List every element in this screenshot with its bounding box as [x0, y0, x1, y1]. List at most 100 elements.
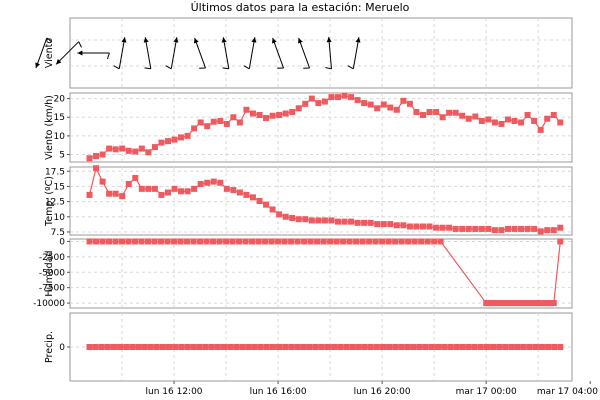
data-point [245, 344, 252, 350]
wind-arrow [193, 37, 206, 69]
data-point [465, 115, 472, 122]
wind-arrow [35, 37, 53, 69]
data-point [557, 238, 564, 245]
data-point [227, 344, 234, 350]
data-point [249, 110, 256, 117]
data-point [276, 211, 283, 218]
data-point [282, 213, 289, 220]
data-point [98, 344, 105, 350]
data-point [398, 238, 405, 245]
data-point [230, 187, 237, 194]
data-point [92, 344, 99, 350]
data-point [508, 344, 515, 350]
data-point [349, 344, 356, 350]
data-point [465, 344, 472, 350]
data-point [276, 344, 283, 350]
data-point [171, 185, 178, 192]
data-point [334, 218, 341, 225]
data-point [485, 225, 492, 232]
data-point [256, 112, 263, 119]
data-point [324, 344, 331, 350]
data-point [171, 136, 178, 143]
data-point [138, 185, 145, 192]
data-point [372, 238, 379, 245]
data-point [534, 300, 541, 307]
data-point [318, 344, 325, 350]
data-point [439, 224, 446, 231]
panel-frame [69, 17, 573, 89]
data-point [544, 227, 551, 234]
data-point [374, 221, 381, 228]
data-point [307, 238, 314, 245]
data-point [177, 238, 184, 245]
data-point [361, 100, 368, 107]
x-tick-label: lun 16 20:00 [354, 387, 411, 397]
data-point [496, 344, 503, 350]
data-point [359, 238, 366, 245]
panel-frame [69, 166, 573, 236]
wind-arrow [347, 37, 361, 70]
data-point [86, 344, 93, 350]
data-point [433, 109, 440, 116]
data-point [275, 238, 282, 245]
data-point [532, 344, 539, 350]
data-point [210, 238, 217, 245]
data-point [257, 344, 264, 350]
data-point [353, 238, 360, 245]
data-point [302, 100, 309, 107]
y-tick-label: -7500 [39, 284, 65, 294]
data-point [123, 344, 130, 350]
data-point [379, 238, 386, 245]
data-point [263, 201, 270, 208]
data-point [544, 300, 551, 307]
data-point [151, 144, 158, 151]
data-point [478, 117, 485, 124]
y-tick-label: -10000 [33, 299, 65, 309]
data-point [498, 227, 505, 234]
data-point [337, 344, 344, 350]
data-point [141, 344, 148, 350]
data-point [204, 179, 211, 186]
data-point [392, 344, 399, 350]
data-point [197, 238, 204, 245]
data-point [197, 181, 204, 187]
data-point [537, 228, 544, 235]
data-point [145, 238, 152, 245]
data-point [413, 109, 420, 116]
data-point [288, 238, 295, 245]
data-point [138, 145, 145, 152]
data-point [433, 224, 440, 231]
data-point [138, 238, 145, 245]
data-point [190, 344, 197, 350]
data-point [164, 138, 171, 145]
data-point [125, 238, 132, 245]
data-point [321, 217, 328, 224]
data-point [557, 119, 564, 126]
data-point [489, 300, 496, 307]
data-point [528, 300, 535, 307]
data-point [400, 222, 407, 229]
x-tick-label: mar 17 04:00 [537, 387, 598, 397]
data-point [132, 148, 139, 155]
y-tick-label: -2500 [39, 253, 65, 263]
wind-arrow [113, 37, 127, 70]
data-point [172, 344, 179, 350]
data-point [404, 344, 411, 350]
data-point [459, 344, 466, 350]
data-point [255, 238, 262, 245]
data-point [239, 344, 246, 350]
data-point [294, 238, 301, 245]
data-point [119, 193, 126, 200]
data-point [236, 189, 243, 196]
data-point [321, 98, 328, 105]
data-point [537, 300, 544, 307]
data-point [531, 117, 538, 124]
data-point [86, 191, 93, 198]
data-point [184, 132, 191, 139]
data-point [86, 155, 93, 162]
data-point [547, 300, 554, 307]
data-point [498, 120, 505, 127]
data-point [524, 112, 531, 119]
y-tick-label: 20 [54, 95, 66, 105]
data-point [202, 344, 209, 350]
